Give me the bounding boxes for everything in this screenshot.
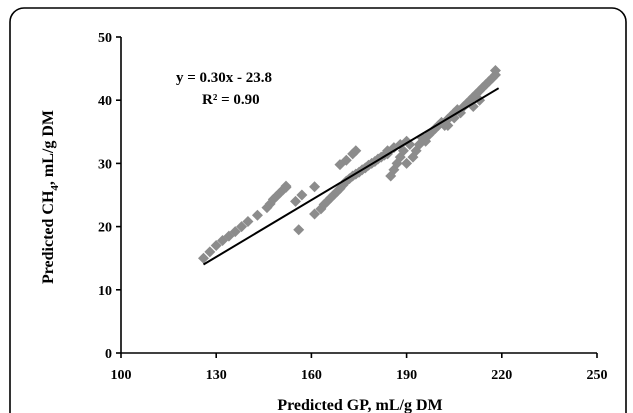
x-tick-label: 250 xyxy=(587,368,608,383)
y-tick-label: 50 xyxy=(98,31,112,46)
y-axis-title-tail: , mL/g DM xyxy=(40,110,57,185)
data-point xyxy=(236,221,248,233)
y-tick-label: 10 xyxy=(98,284,112,299)
data-point xyxy=(467,101,479,113)
data-point xyxy=(309,181,321,193)
x-tick-label: 130 xyxy=(206,368,227,383)
data-point xyxy=(204,246,216,258)
data-point xyxy=(296,189,308,201)
data-point xyxy=(340,154,352,166)
data-point xyxy=(350,145,362,157)
data-point xyxy=(489,64,501,76)
trendline xyxy=(202,87,500,266)
data-point xyxy=(448,112,460,124)
x-tick-label: 160 xyxy=(301,368,322,383)
data-point xyxy=(251,209,263,221)
y-axis-title: Predicted CH4, mL/g DM xyxy=(40,110,61,284)
data-point xyxy=(309,208,321,220)
y-axis-title-main: Predicted CH xyxy=(40,190,57,284)
x-tick-label: 220 xyxy=(491,368,512,383)
data-point xyxy=(397,145,409,157)
data-point xyxy=(229,226,241,238)
data-point xyxy=(198,252,210,264)
y-tick-label: 40 xyxy=(98,94,112,109)
y-tick-label: 30 xyxy=(98,157,112,172)
data-point xyxy=(442,119,454,131)
y-tick-label: 0 xyxy=(105,347,112,362)
data-point xyxy=(242,216,254,228)
y-ticks: 0 10 20 30 40 50 xyxy=(98,31,121,362)
x-tick-label: 100 xyxy=(111,368,132,383)
data-point xyxy=(280,180,292,192)
chart-border xyxy=(9,7,627,413)
x-tick-label: 190 xyxy=(396,368,417,383)
y-axis-title-subscript: 4 xyxy=(49,185,61,191)
data-point xyxy=(290,195,302,207)
equation-annotation: y = 0.30x - 23.8 xyxy=(176,70,272,86)
data-point xyxy=(293,224,305,236)
x-axis-title: Predicted GP, mL/g DM xyxy=(277,397,442,413)
data-point xyxy=(404,138,416,150)
data-point xyxy=(210,240,222,252)
x-ticks: 100 130 160 190 220 250 xyxy=(111,353,608,383)
r2-annotation: R² = 0.90 xyxy=(202,92,260,108)
y-tick-label: 20 xyxy=(98,221,112,236)
data-point xyxy=(401,157,413,169)
